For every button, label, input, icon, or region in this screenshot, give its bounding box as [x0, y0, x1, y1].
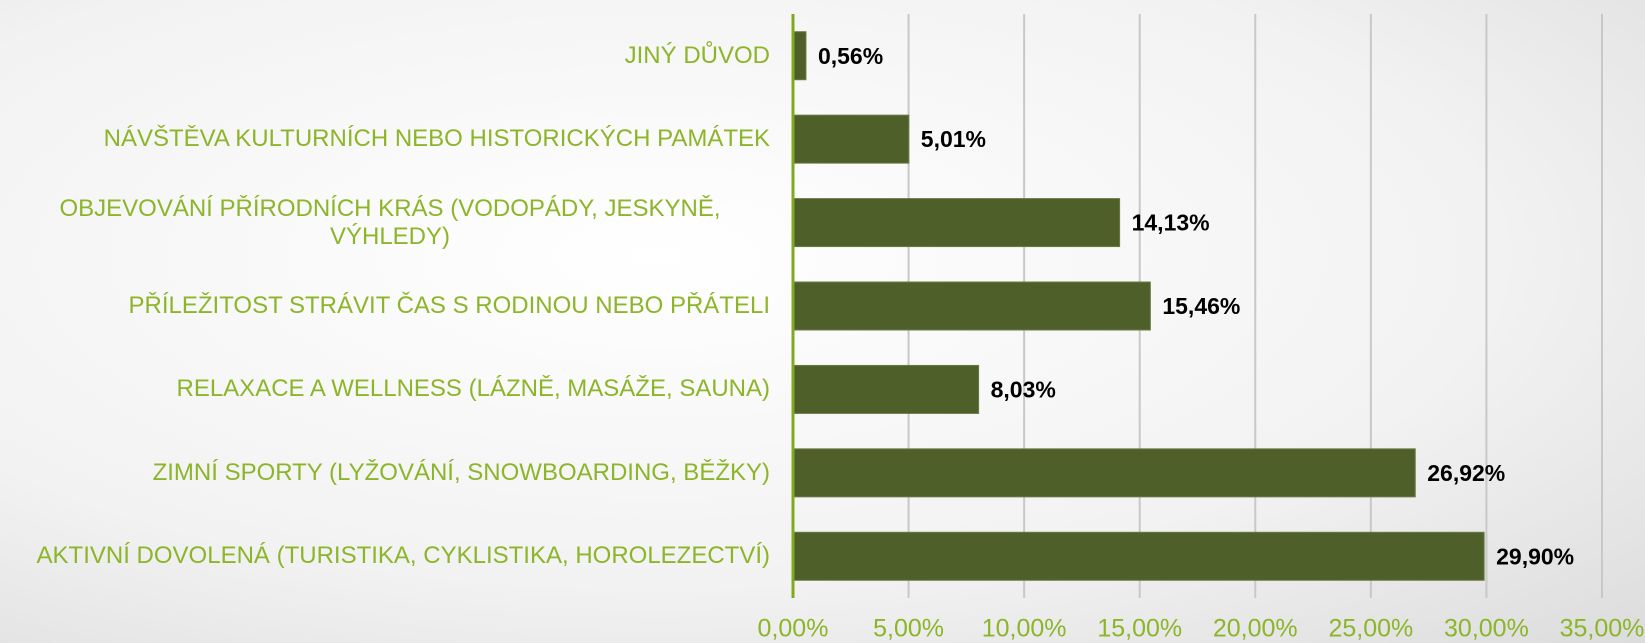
x-tick-label: 0,00% [758, 615, 829, 643]
category-label-box: JINÝ DŮVOD [10, 42, 770, 70]
category-label-box: RELAXACE A WELLNESS (LÁZNĚ, MASÁŽE, SAUN… [10, 375, 770, 403]
value-label: 8,03% [991, 377, 1056, 403]
x-tick-label: 20,00% [1213, 615, 1298, 643]
value-label: 26,92% [1427, 460, 1505, 486]
x-tick-label: 25,00% [1328, 615, 1413, 643]
bar [792, 198, 1121, 248]
y-tick-label: ZIMNÍ SPORTY (LYŽOVÁNÍ, SNOWBOARDING, BĚ… [152, 458, 770, 486]
value-label: 5,01% [921, 126, 986, 152]
x-tick-label: 15,00% [1097, 615, 1182, 643]
y-tick-label: AKTIVNÍ DOVOLENÁ (TURISTIKA, CYKLISTIKA,… [36, 542, 770, 570]
category-label-box: ZIMNÍ SPORTY (LYŽOVÁNÍ, SNOWBOARDING, BĚ… [10, 459, 770, 487]
x-tick-label: 5,00% [873, 615, 944, 643]
value-label: 14,13% [1132, 210, 1210, 236]
y-tick-label: NÁVŠTĚVA KULTURNÍCH NEBO HISTORICKÝCH PA… [103, 125, 770, 153]
category-label-box: AKTIVNÍ DOVOLENÁ (TURISTIKA, CYKLISTIKA,… [10, 542, 770, 570]
category-label-box: NÁVŠTĚVA KULTURNÍCH NEBO HISTORICKÝCH PA… [10, 125, 770, 153]
x-tick-label: 30,00% [1444, 615, 1529, 643]
category-label-box: PŘÍLEŽITOST STRÁVIT ČAS S RODINOU NEBO P… [10, 292, 770, 320]
value-label: 0,56% [818, 43, 883, 69]
bar [792, 448, 1416, 498]
category-label-box: OBJEVOVÁNÍ PŘÍRODNÍCH KRÁS (VODOPÁDY, JE… [10, 195, 770, 251]
y-tick-label: PŘÍLEŽITOST STRÁVIT ČAS S RODINOU NEBO P… [128, 292, 770, 319]
x-tick-label: 35,00% [1560, 615, 1645, 643]
value-label: 29,90% [1496, 543, 1574, 569]
value-label: 15,46% [1162, 293, 1240, 319]
bar [792, 31, 807, 81]
y-tick-label: OBJEVOVÁNÍ PŘÍRODNÍCH KRÁS (VODOPÁDY, JE… [59, 194, 721, 250]
x-tick-label: 10,00% [982, 615, 1067, 643]
bar [792, 281, 1151, 331]
bar [792, 114, 910, 164]
y-tick-label: JINÝ DŮVOD [624, 41, 770, 69]
bar [792, 531, 1485, 581]
bar [792, 364, 980, 414]
y-tick-label: RELAXACE A WELLNESS (LÁZNĚ, MASÁŽE, SAUN… [176, 375, 770, 403]
